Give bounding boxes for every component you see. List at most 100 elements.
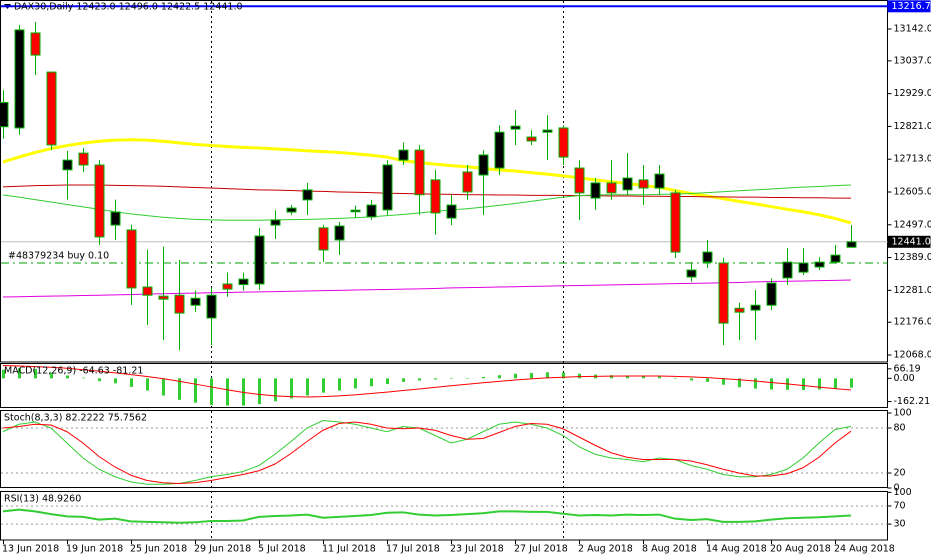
y-tick-label: -162.21 (894, 396, 931, 407)
candle-body (270, 219, 281, 226)
macd-bar (562, 372, 565, 379)
macd-bar (226, 378, 229, 406)
macd-bar (258, 378, 261, 405)
y-tick-label: 13037.0 (894, 55, 931, 66)
y-tick-label: 20 (894, 468, 906, 479)
macd-bar (498, 375, 501, 379)
macd-bar (210, 378, 213, 405)
y-tick-label: 12176.0 (894, 317, 931, 328)
y-tick-label: 30 (894, 519, 906, 530)
macd-bar (754, 378, 757, 389)
frames (0, 0, 888, 541)
y-tick-label: 70 (894, 500, 906, 511)
macd-bar (658, 376, 661, 379)
y-tick-label: 80 (894, 423, 906, 434)
macd-bar (802, 378, 805, 391)
candle-body (590, 182, 601, 199)
macd-bar (98, 378, 101, 382)
macd-bar (338, 378, 341, 391)
macd-bar (770, 378, 773, 390)
y-tick-label: 66.19 (894, 363, 921, 374)
candle-body (798, 262, 809, 273)
candle-body (814, 261, 825, 268)
candle-body (0, 101, 9, 128)
y-tick-label: 12497.0 (894, 219, 931, 230)
x-tick-label: 24 Aug 2018 (834, 544, 895, 555)
x-tick-label: 2 Aug 2018 (578, 544, 633, 555)
macd-bar (66, 375, 69, 379)
candle-body (350, 209, 361, 213)
candle-body (638, 179, 649, 189)
candle-body (846, 241, 857, 248)
indicator-line (2, 508, 852, 524)
candle-body (398, 149, 409, 161)
macd-bar (466, 378, 469, 379)
macd-pane (0, 363, 888, 408)
candle-body (462, 171, 473, 193)
candle-body (206, 294, 217, 319)
candle-body (238, 278, 249, 286)
moving-average (2, 184, 851, 199)
macd-bar (482, 376, 485, 379)
candle-body (622, 177, 633, 191)
candle-body (62, 159, 73, 171)
x-tick-label: 29 Jun 2018 (194, 544, 251, 555)
candle-body (222, 283, 233, 290)
macd-bar (194, 378, 197, 403)
candle-body (126, 229, 137, 289)
candle-body (558, 127, 569, 158)
macd-bar (834, 378, 837, 389)
x-tick-label: 8 Aug 2018 (642, 544, 697, 555)
y-tick-label: 12068.0 (894, 350, 931, 361)
macd-bar (450, 378, 453, 379)
candle-body (750, 304, 761, 311)
candle-body (446, 204, 457, 219)
macd-bar (690, 378, 693, 381)
candle-body (302, 189, 313, 201)
pane-title: RSI(13) 48.9260 (4, 494, 81, 505)
candle-body (190, 297, 201, 306)
y-tick-label: 12605.0 (894, 187, 931, 198)
y-tick-label: 0 (894, 483, 900, 494)
candle-body (430, 179, 441, 214)
candle-body (734, 307, 745, 313)
macd-bar (386, 378, 389, 385)
macd-bar (178, 378, 181, 400)
candle-body (766, 282, 777, 306)
candle-body (782, 261, 793, 279)
macd-signal (2, 364, 852, 398)
macd-bar (850, 378, 853, 388)
macd-bar (626, 375, 629, 379)
x-tick-label: 19 Jun 2018 (66, 544, 123, 555)
candle-body (366, 204, 377, 218)
price-label: 13216.7 (892, 1, 931, 12)
macd-bar (290, 378, 293, 399)
macd-bar (610, 375, 613, 379)
macd-bar (50, 372, 53, 379)
rsi-pane (0, 491, 888, 541)
price-label: 12441.0 (892, 236, 931, 247)
candle-body (30, 32, 41, 56)
candle-body (382, 164, 393, 211)
candle-body (670, 192, 681, 253)
candle-body (478, 154, 489, 176)
macd-bar (146, 378, 149, 391)
candle-body (110, 211, 121, 226)
candle-body (702, 251, 713, 263)
pane-title: Stoch(8,3,3) 82.2222 75.7562 (4, 413, 147, 424)
candle-body (542, 129, 553, 133)
order-label: #48379234 buy 0.10 (8, 251, 109, 262)
x-tick-label: 25 Jun 2018 (130, 544, 187, 555)
indicator-line (2, 419, 852, 485)
y-tick-label: 12281.0 (894, 285, 931, 296)
macd-bar (82, 377, 85, 379)
candle-body (510, 125, 521, 130)
y-tick-label: 100 (894, 408, 912, 419)
macd-bar (818, 378, 821, 390)
macd-bar (546, 372, 549, 379)
candle-body (174, 294, 185, 314)
macd-bar (34, 369, 37, 379)
x-tick-label: 27 Jul 2018 (514, 544, 568, 555)
